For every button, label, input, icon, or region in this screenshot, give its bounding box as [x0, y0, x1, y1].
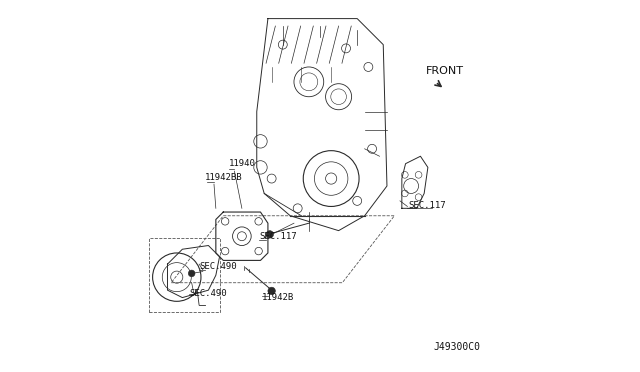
Text: SEC.490: SEC.490: [200, 262, 237, 270]
Text: FRONT: FRONT: [426, 66, 464, 76]
Circle shape: [266, 231, 273, 238]
Text: SEC.117: SEC.117: [408, 201, 446, 210]
Circle shape: [268, 287, 275, 295]
Text: SEC.117: SEC.117: [259, 232, 297, 241]
Text: 11942BB: 11942BB: [205, 173, 243, 182]
Text: J49300C0: J49300C0: [433, 341, 480, 352]
Circle shape: [188, 270, 195, 277]
Text: 11940: 11940: [229, 158, 256, 167]
Text: SEC.490: SEC.490: [189, 289, 227, 298]
Text: 11942B: 11942B: [262, 293, 294, 302]
